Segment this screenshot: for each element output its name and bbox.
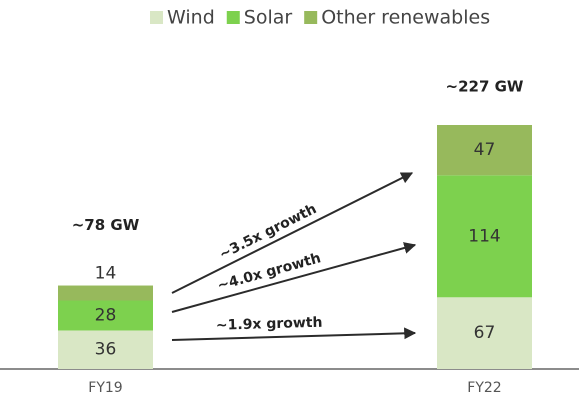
value-label: 67 [474, 323, 496, 343]
bar-segment [437, 125, 532, 176]
bar-segment [437, 175, 532, 298]
legend-swatch [226, 11, 240, 24]
value-label: 36 [95, 340, 117, 360]
legend-swatch [150, 11, 163, 24]
x-tick-label: FY22 [467, 380, 501, 396]
value-label: 47 [474, 140, 496, 160]
legend-label: Solar [244, 7, 293, 29]
bar-segment [437, 297, 532, 369]
total-label: ~227 GW [446, 78, 524, 96]
value-label: 114 [468, 226, 500, 246]
growth-arrow [171, 172, 414, 294]
legend-label: Other renewables [321, 7, 490, 29]
total-label: ~78 GW [72, 216, 140, 234]
bar-segment [58, 330, 153, 369]
x-tick-label: FY19 [88, 380, 122, 396]
legend-label: Wind [167, 7, 215, 29]
growth-arrow [171, 242, 417, 313]
growth-arrow [171, 327, 417, 341]
bar-segment [58, 300, 153, 331]
growth-label: ~1.9x growth [216, 315, 323, 334]
bar-segment [58, 285, 153, 301]
value-label: 14 [95, 264, 117, 284]
value-label: 28 [95, 305, 117, 325]
legend-swatch [304, 11, 318, 24]
